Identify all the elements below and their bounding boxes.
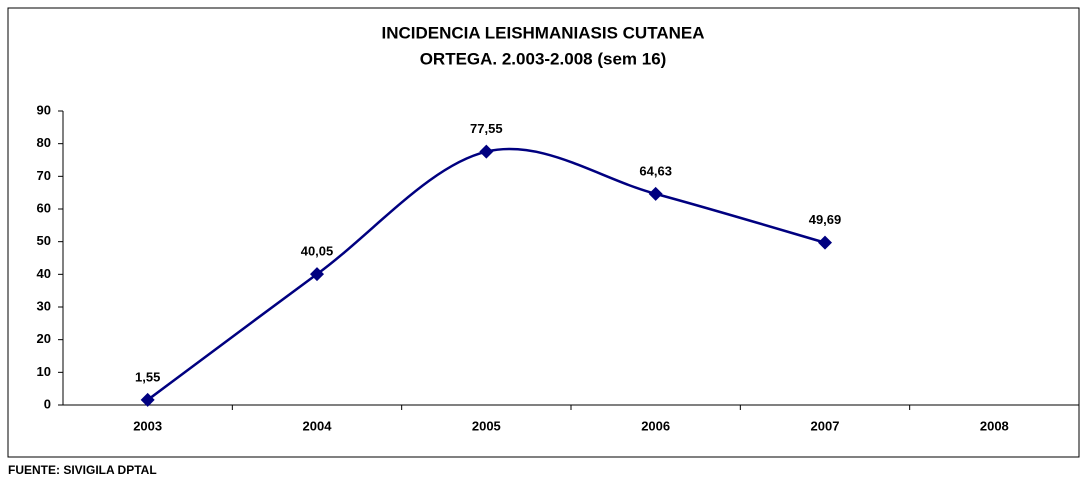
y-tick-label: 80 <box>37 135 51 150</box>
y-tick-label: 70 <box>37 168 51 183</box>
x-tick-label: 2003 <box>133 418 162 433</box>
y-tick-label: 0 <box>44 396 51 411</box>
data-label: 40,05 <box>301 244 334 259</box>
marker <box>140 392 155 407</box>
source: FUENTE: SIVIGILA DPTAL <box>8 463 157 477</box>
chart-frame <box>7 7 1080 458</box>
x-tick-label: 2005 <box>472 418 501 433</box>
y-tick-label: 40 <box>37 266 51 281</box>
marker <box>310 267 324 282</box>
y-tick-label: 20 <box>37 331 51 346</box>
y-tick-label: 60 <box>37 200 51 215</box>
marker <box>648 186 663 201</box>
x-tick-label: 2006 <box>641 418 670 433</box>
marker <box>818 235 832 250</box>
data-label: 49,69 <box>809 212 842 227</box>
marker <box>479 144 494 159</box>
y-tick-label: 30 <box>37 298 51 313</box>
data-label: 64,63 <box>639 163 672 178</box>
data-label: 77,55 <box>470 121 503 136</box>
chart-title: INCIDENCIA LEISHMANIASIS CUTANEA <box>381 23 704 42</box>
x-tick-label: 2004 <box>303 418 333 433</box>
chart-subtitle: ORTEGA. 2.003-2.008 (sem 16) <box>420 49 667 68</box>
x-tick-label: 2007 <box>811 418 840 433</box>
y-tick-label: 10 <box>37 364 51 379</box>
y-tick-label: 50 <box>37 233 51 248</box>
y-tick-label: 90 <box>37 102 51 117</box>
x-tick-label: 2008 <box>980 418 1009 433</box>
data-label: 1,55 <box>135 369 160 384</box>
